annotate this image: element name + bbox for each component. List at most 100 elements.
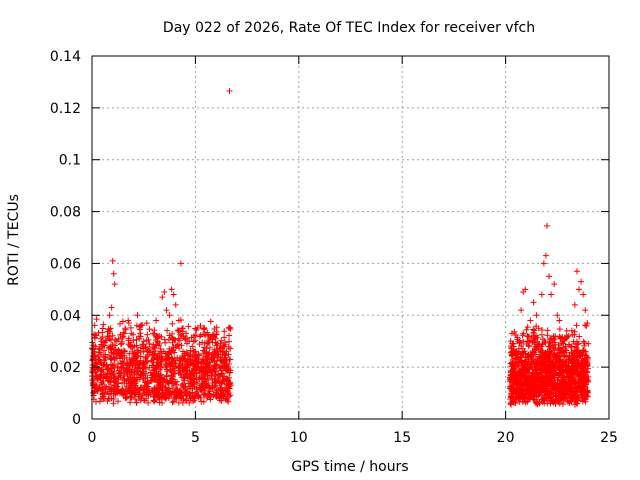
data-point (107, 390, 114, 397)
data-point (153, 392, 160, 399)
data-point (149, 362, 156, 369)
data-point (106, 375, 113, 382)
data-point (164, 327, 171, 334)
data-point (523, 326, 530, 333)
data-point (524, 353, 531, 360)
data-point (227, 326, 234, 333)
chart-title: Day 022 of 2026, Rate Of TEC Index for r… (163, 20, 535, 36)
data-point (535, 365, 542, 372)
data-point (161, 288, 168, 295)
data-point (191, 361, 198, 368)
data-point (206, 364, 213, 371)
data-point (159, 382, 166, 389)
data-point (190, 398, 197, 405)
data-point (190, 379, 197, 386)
data-point (150, 370, 157, 377)
data-point (93, 316, 100, 323)
data-point (217, 384, 224, 391)
data-point (143, 395, 150, 402)
data-point (150, 371, 157, 378)
data-point (191, 349, 198, 356)
data-point (105, 333, 112, 340)
data-point (527, 353, 534, 360)
data-point (150, 359, 157, 366)
data-point (127, 399, 134, 406)
data-point (204, 393, 211, 400)
data-point (127, 324, 134, 331)
data-point (180, 380, 187, 387)
data-point (551, 385, 558, 392)
data-point (131, 385, 138, 392)
data-point (509, 391, 516, 398)
data-point (226, 324, 233, 331)
data-point (544, 400, 551, 407)
data-point (226, 369, 233, 376)
data-point (556, 356, 563, 363)
data-point (186, 392, 193, 399)
data-point (584, 355, 591, 362)
data-point (225, 384, 232, 391)
data-point (542, 373, 549, 380)
data-point (97, 372, 104, 379)
data-point (511, 328, 518, 335)
data-point (520, 387, 527, 394)
data-point (211, 333, 218, 340)
y-tick-label: 0 (72, 412, 81, 428)
data-point (226, 383, 233, 390)
data-point (518, 351, 525, 358)
data-point (121, 348, 128, 355)
data-point (225, 398, 232, 405)
data-point (518, 307, 525, 314)
data-point (181, 355, 188, 362)
data-point (169, 358, 176, 365)
data-point (523, 341, 530, 348)
data-point (136, 390, 143, 397)
data-point (207, 318, 214, 325)
data-point (183, 330, 190, 337)
data-point (218, 379, 225, 386)
data-point (573, 368, 580, 375)
data-point (98, 359, 105, 366)
data-point (92, 343, 99, 350)
data-point (540, 355, 547, 362)
data-point (539, 364, 546, 371)
data-point (583, 393, 590, 400)
data-point (108, 356, 115, 363)
data-point (176, 337, 183, 344)
data-point (170, 336, 177, 343)
data-point (187, 374, 194, 381)
data-point (100, 362, 107, 369)
data-point (558, 346, 565, 353)
data-point (512, 397, 519, 404)
data-point (225, 351, 232, 358)
x-tick-label: 20 (497, 430, 515, 446)
data-point (193, 364, 200, 371)
data-point (169, 399, 176, 406)
y-tick-label: 0.08 (50, 205, 81, 221)
data-point (144, 391, 151, 398)
data-point (573, 322, 580, 329)
data-point (202, 380, 209, 387)
data-point (560, 397, 567, 404)
data-point (543, 366, 550, 373)
data-point (568, 343, 575, 350)
data-point (153, 317, 160, 324)
data-point (575, 386, 582, 393)
data-point (110, 270, 117, 277)
data-point (204, 329, 211, 336)
data-point (182, 390, 189, 397)
data-point (508, 351, 515, 358)
x-tick-label: 10 (290, 430, 308, 446)
data-point (520, 365, 527, 372)
data-point (163, 307, 170, 314)
data-point (212, 362, 219, 369)
data-point (178, 395, 185, 402)
data-point (96, 385, 103, 392)
data-point (195, 351, 202, 358)
data-point (152, 389, 159, 396)
data-point (157, 345, 164, 352)
data-point (143, 389, 150, 396)
x-tick-label: 25 (600, 430, 618, 446)
data-point (577, 378, 584, 385)
data-point (580, 358, 587, 365)
